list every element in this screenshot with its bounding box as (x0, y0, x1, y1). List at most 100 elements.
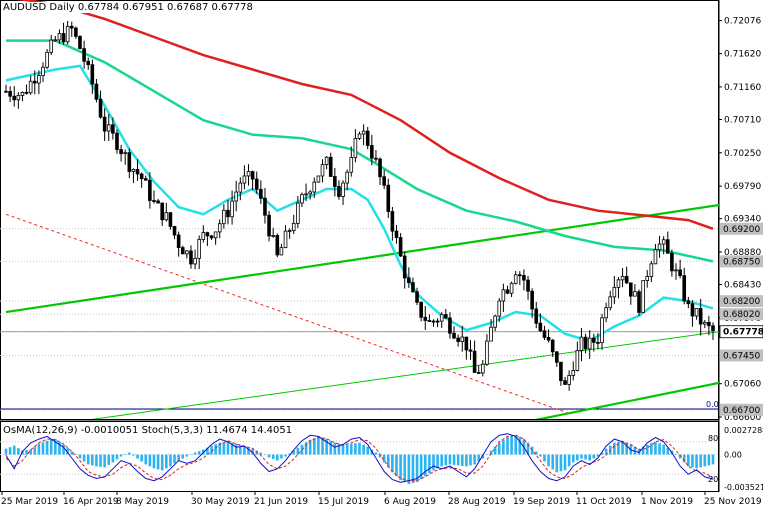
candle-down (78, 35, 82, 50)
candle (653, 244, 658, 265)
candle-up (217, 223, 222, 233)
candle (308, 190, 312, 200)
candle (180, 245, 185, 255)
osma-bar (345, 444, 349, 455)
candle (431, 319, 436, 327)
osma-bar (658, 443, 661, 455)
candle (250, 170, 255, 191)
price-tick-label: 0.66600 (724, 413, 761, 423)
candle-up (497, 300, 502, 317)
candle (637, 289, 641, 316)
candle (468, 340, 473, 360)
price-tick-label: 0.69340 (724, 215, 761, 225)
candle (242, 165, 247, 190)
price-tick-label: 0.67060 (724, 380, 761, 390)
osma-bar (411, 454, 415, 484)
candle-up (460, 336, 465, 342)
candle (172, 225, 177, 240)
candle-up (587, 337, 592, 350)
date-label: 11 Oct 2019 (576, 497, 632, 507)
osma-bar (576, 454, 579, 461)
candle (345, 169, 349, 191)
osma-bar (428, 454, 431, 474)
osma-bar (238, 445, 242, 455)
current-price-label: 0.67778 (723, 328, 763, 338)
candle (423, 306, 428, 330)
candle-down (628, 282, 633, 297)
osma-bar (460, 454, 464, 466)
candle (49, 34, 54, 56)
candle-up (608, 296, 613, 309)
candle (374, 150, 378, 163)
candle (279, 244, 284, 256)
osma-bar (29, 449, 32, 455)
price-level-box (720, 349, 763, 362)
candle (702, 319, 707, 329)
candle-down (337, 186, 341, 197)
candle (238, 177, 243, 201)
price-tick-label: 0.71620 (724, 50, 761, 60)
candle (12, 86, 17, 107)
candle-up (242, 175, 247, 184)
candle-down (444, 314, 448, 319)
candle-down (563, 380, 567, 385)
osma-bar (214, 444, 217, 455)
trendline-2 (91, 331, 719, 419)
osma-bar (337, 443, 341, 455)
price-level-box (720, 403, 763, 416)
osma-bar (641, 446, 645, 455)
candle (74, 26, 78, 39)
osma-bar (436, 454, 439, 469)
osma-bar (382, 454, 386, 463)
candle-up (513, 274, 518, 284)
osma-bar (621, 440, 624, 455)
candle (152, 190, 156, 204)
candle-down (546, 337, 551, 341)
candle (542, 325, 547, 341)
osma-bar (226, 441, 230, 455)
candle-down (32, 80, 37, 84)
candle-up (324, 156, 329, 166)
candle (382, 169, 386, 190)
candle (45, 49, 49, 70)
date-label: 28 Aug 2019 (448, 497, 506, 507)
osma-bar (197, 451, 201, 455)
candle (534, 301, 539, 329)
candle-down (678, 269, 682, 277)
candle (604, 302, 608, 323)
osma-bar (325, 438, 328, 455)
candle-down (522, 275, 526, 281)
current-price-box (719, 325, 763, 339)
date-label: 19 Sep 2019 (513, 497, 570, 507)
osma-bar (695, 454, 698, 469)
candle-down (665, 239, 670, 254)
candle (624, 266, 629, 285)
candle (304, 183, 308, 202)
osma-bar (539, 454, 542, 457)
candle (411, 277, 415, 293)
osma-bar (8, 447, 12, 455)
candle (69, 21, 74, 37)
candle-down (102, 116, 107, 132)
osma-bar (378, 454, 382, 458)
candle (131, 168, 136, 183)
candle (674, 263, 678, 280)
osma-bar (366, 446, 370, 455)
candle-up (312, 181, 317, 193)
osma-bar (189, 454, 193, 456)
candle (641, 280, 645, 313)
candle (711, 322, 715, 340)
osma-bar (711, 454, 715, 465)
candle (522, 269, 526, 291)
candle-down (411, 282, 415, 293)
candle-up (287, 230, 292, 232)
candle-up (291, 222, 296, 231)
osma-bar (107, 454, 111, 465)
candle (300, 192, 304, 207)
candle-up (616, 279, 621, 288)
candle-down (90, 64, 95, 85)
osma-bar (329, 440, 333, 455)
osma-bar (95, 454, 98, 467)
candle-down (402, 255, 407, 279)
